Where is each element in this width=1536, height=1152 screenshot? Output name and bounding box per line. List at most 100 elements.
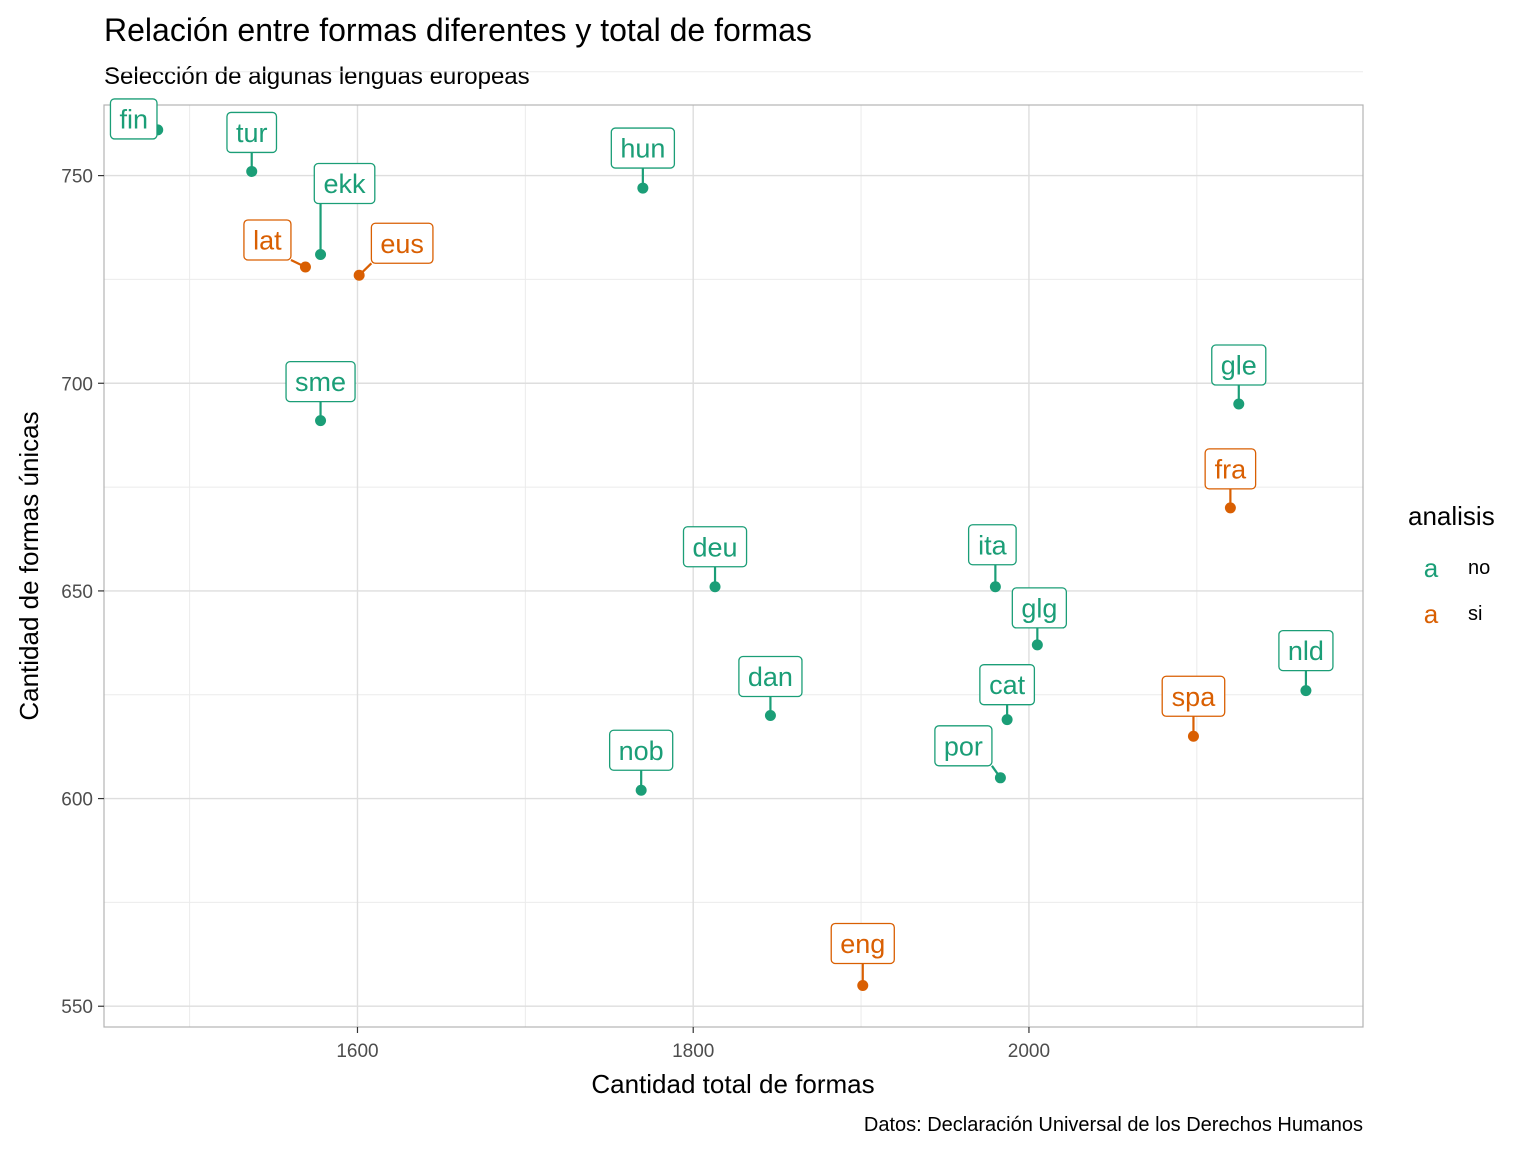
y-axis: 550 600 650 700 750 [61, 167, 104, 1018]
point-dan [764, 710, 776, 722]
label-sme: sme [285, 360, 356, 403]
label-nob: nob [608, 729, 674, 771]
label-connectors [250, 152, 1308, 986]
label-box [1161, 675, 1226, 717]
label-text: fra [1215, 454, 1247, 484]
point-cat [1001, 714, 1013, 726]
label-text: ekk [324, 169, 367, 199]
chart-title: Relación entre formas diferentes y total… [104, 12, 812, 48]
label-text: sme [295, 367, 346, 397]
label-nld: nld [1278, 629, 1334, 672]
label-box [1204, 448, 1257, 490]
label-eng: eng [830, 922, 895, 965]
label-text: ita [978, 530, 1008, 560]
x-axis-title: Cantidad total de formas [591, 1069, 874, 1099]
point-lat [299, 261, 311, 273]
plot-panel-border [103, 104, 1364, 1028]
label-fin: fin [109, 98, 158, 140]
legend-label-no: no [1468, 557, 1490, 579]
point-ekk [315, 249, 327, 261]
legend-entries: a no a si [1424, 553, 1490, 629]
label-box [313, 162, 376, 205]
label-gle: gle [1211, 344, 1267, 386]
label-deu: deu [682, 526, 748, 568]
legend-key-si: a [1424, 599, 1439, 629]
label-box [738, 655, 803, 698]
y-tick-label: 650 [61, 582, 93, 603]
label-box [1211, 344, 1267, 386]
point-gle [1233, 398, 1245, 410]
point-sme [315, 415, 327, 427]
point-eus [353, 269, 365, 281]
label-box [370, 222, 434, 264]
label-tur: tur [226, 111, 278, 154]
label-ekk: ekk [313, 162, 376, 205]
label-text: hun [620, 134, 665, 164]
label-text: cat [989, 670, 1026, 700]
label-text: deu [693, 532, 738, 562]
x-tick-label: 1600 [336, 1041, 378, 1062]
label-box [109, 98, 158, 140]
y-tick-label: 550 [61, 997, 93, 1018]
label-text: por [944, 731, 983, 761]
data-labels: fin tur hun ekk lat eus sme gle fra deu ita glg nld d… [109, 98, 1334, 965]
label-text: nob [619, 736, 664, 766]
label-box [1011, 587, 1068, 629]
point-por [994, 772, 1006, 784]
point-deu [709, 581, 721, 593]
point-tur [246, 165, 258, 177]
label-eus: eus [370, 222, 434, 264]
label-text: fin [119, 104, 148, 134]
label-cat: cat [979, 664, 1036, 706]
chart-caption: Datos: Declaración Universal de los Dere… [864, 1114, 1363, 1136]
point-ita [989, 581, 1001, 593]
y-axis-title: Cantidad de formas únicas [14, 411, 44, 720]
label-box [226, 111, 278, 154]
label-hun: hun [610, 127, 676, 169]
label-box [1278, 629, 1334, 672]
point-hun [637, 182, 649, 194]
label-por: por [934, 725, 993, 767]
label-box [934, 725, 993, 767]
label-text: tur [236, 118, 268, 148]
grid-minor [104, 71, 1363, 1027]
label-text: eng [840, 929, 885, 959]
label-text: spa [1172, 682, 1217, 712]
legend-key-no: a [1424, 553, 1439, 583]
chart-subtitle: Selección de algunas lenguas europeas [104, 63, 530, 90]
label-ita: ita [967, 524, 1017, 566]
grid-major [104, 105, 1363, 1027]
point-fra [1224, 502, 1236, 514]
point-spa [1187, 730, 1199, 742]
label-box [608, 729, 674, 771]
label-lat: lat [243, 219, 292, 261]
label-text: nld [1288, 636, 1324, 666]
label-box [285, 360, 356, 403]
label-dan: dan [738, 655, 803, 698]
label-glg: glg [1011, 587, 1068, 629]
legend: analisis a no a si [1408, 501, 1495, 629]
label-box [243, 219, 292, 261]
label-text: lat [253, 225, 282, 255]
label-box [979, 664, 1036, 706]
label-text: eus [380, 229, 424, 259]
x-tick-label: 1800 [672, 1041, 714, 1062]
point-nob [635, 784, 647, 796]
label-text: dan [748, 662, 793, 692]
label-fra: fra [1204, 448, 1257, 490]
label-box [610, 127, 676, 169]
point-glg [1031, 639, 1043, 651]
y-tick-label: 700 [61, 374, 93, 395]
label-box [682, 526, 748, 568]
y-tick-label: 600 [61, 790, 93, 811]
legend-label-si: si [1468, 603, 1482, 625]
label-spa: spa [1161, 675, 1226, 717]
label-text: glg [1021, 593, 1057, 623]
point-eng [857, 979, 869, 991]
label-text: gle [1221, 351, 1257, 381]
y-tick-label: 750 [61, 167, 93, 188]
legend-title: analisis [1408, 501, 1495, 531]
point-nld [1300, 685, 1312, 697]
label-box [830, 922, 895, 965]
